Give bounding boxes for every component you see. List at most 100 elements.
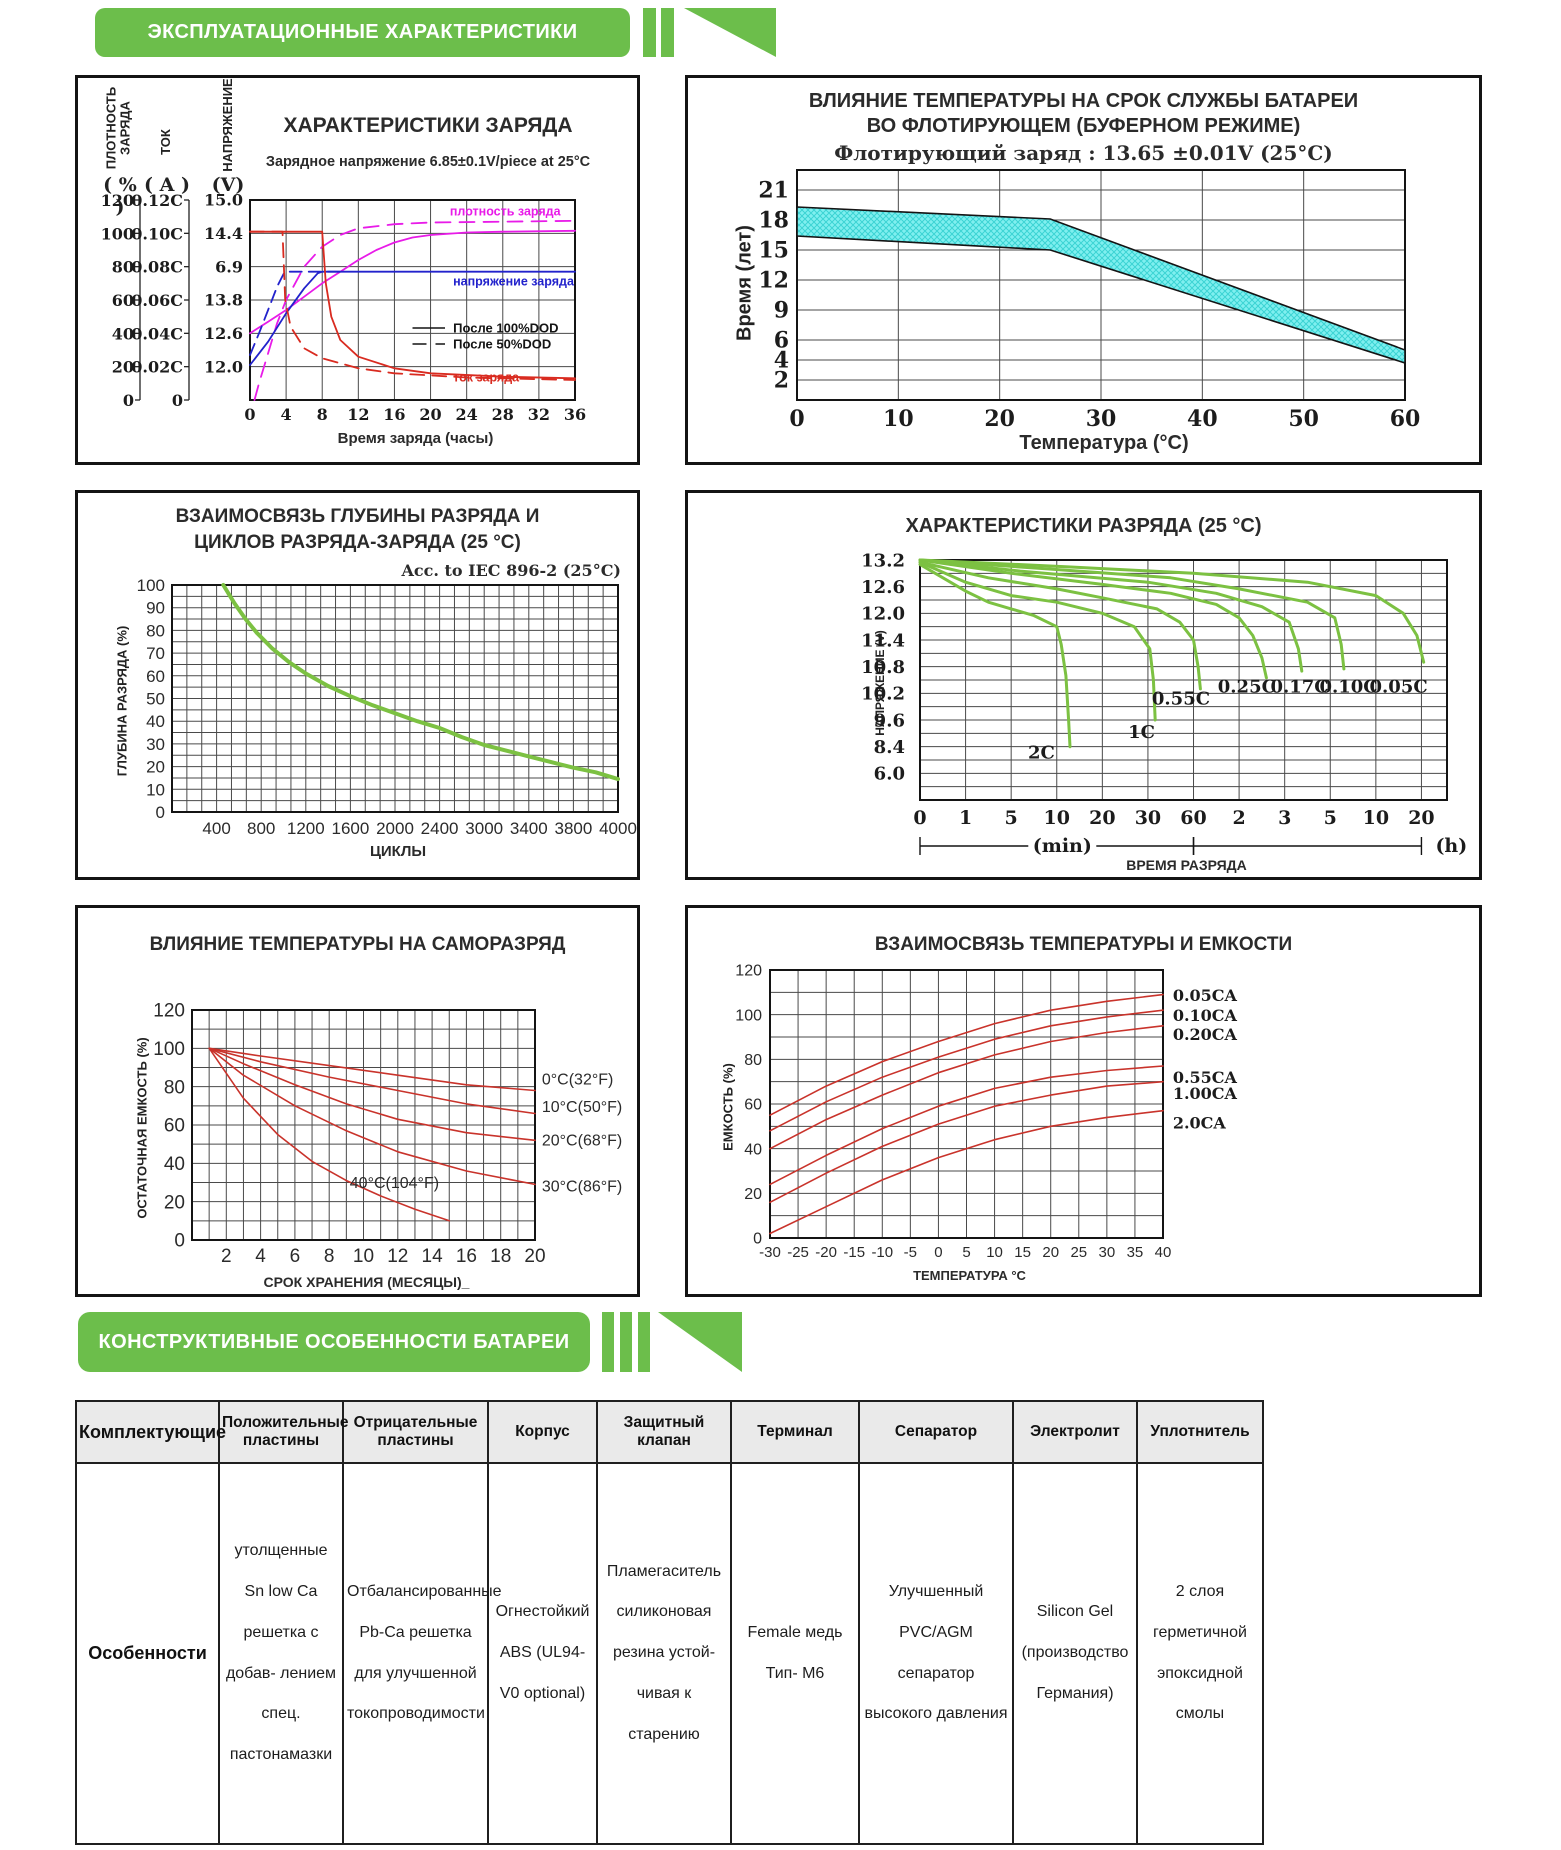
x-tick-label: 60 <box>1390 406 1421 432</box>
x-tick-label: 10 <box>1363 807 1389 829</box>
series-t40 <box>208 1047 451 1222</box>
curve-label: 1.00CA <box>1173 1084 1238 1103</box>
y-tick-label: 9 <box>774 298 789 324</box>
chart-subtitle: Флотирующий заряд : 13.65 ±0.01V (25°C) <box>834 141 1333 165</box>
temp_capacity-plot: -30 -25 -20 -15 -10 -5 0 5 10 15 20 25 30 35 40 120 100 8… <box>735 963 1238 1261</box>
y-tick-label: 14.4 <box>204 224 243 243</box>
x-tick-label: 16 <box>456 1246 477 1267</box>
banner-stripe <box>643 8 656 57</box>
extra-axis-tick-label: 100 <box>101 224 134 243</box>
y-tick-label: 8.4 <box>874 737 905 758</box>
curve-label: 0.55C <box>1152 688 1210 709</box>
curve-label: 40°C(104°F) <box>350 1175 439 1192</box>
x-tick-label: 30 <box>1086 406 1117 432</box>
series-current-50dod <box>249 230 576 381</box>
y-tick-label: 40 <box>744 1141 762 1158</box>
table-body-row: Особенности утолщенные Sn low Ca решетка … <box>75 1462 1264 1845</box>
grid <box>191 1009 536 1241</box>
y-tick-label: 120 <box>153 1001 185 1022</box>
y-tick-label: 11.4 <box>861 630 905 651</box>
y-tick-label: 12.0 <box>204 357 243 376</box>
y-tick-label: 70 <box>146 644 165 663</box>
x-tick-label: 4 <box>255 1246 266 1267</box>
x-tick-label: 20 <box>1089 807 1115 829</box>
table-header-row: Комплектующие Положительные пластины Отриц… <box>75 1400 1264 1464</box>
y-tick-label: 12.6 <box>204 324 243 343</box>
grid <box>769 969 1164 1239</box>
x-tick-label: 50 <box>1288 406 1319 432</box>
x-tick-label: 5 <box>1324 807 1337 829</box>
x-tick-label: 2 <box>221 1246 232 1267</box>
x-axis-title: СРОК ХРАНЕНИЯ (МЕСЯЦЫ)_ <box>263 1274 470 1290</box>
x-tick-label: 5 <box>1005 807 1018 829</box>
y-axis-unit-volt: (V) <box>211 174 245 196</box>
extra-axis-tick-label: 0.08C <box>131 258 183 277</box>
x-tick-label: 20 <box>1042 1244 1059 1261</box>
y-tick-label: 80 <box>744 1052 762 1069</box>
x-tick-label: 0 <box>244 405 255 424</box>
extra-axis-tick-label: 60 <box>112 291 134 310</box>
y-tick-label: 90 <box>146 599 165 618</box>
x-tick-label: 0 <box>934 1244 942 1261</box>
extra-axis-tick-label: 0.12C <box>131 191 183 210</box>
table-cell: Улучшенный PVC/AGM сепаратор высокого да… <box>858 1462 1014 1845</box>
plot-border <box>171 584 619 813</box>
x-axis-title: ВРЕМЯ РАЗРЯДА <box>1126 857 1247 873</box>
section-banner-label: ЭКСПЛУАТАЦИОННЫЕ ХАРАКТЕРИСТИКИ <box>147 21 578 43</box>
extra-axis-tick-label: 0.02C <box>131 358 183 377</box>
x-tick-label: 35 <box>1127 1244 1144 1261</box>
y-tick-label: 0 <box>156 803 165 822</box>
table-column-header: Уплотнитель <box>1136 1400 1264 1464</box>
x-tick-label: 12 <box>347 405 369 424</box>
self_discharge-plot: 2 4 6 8 10 12 14 16 18 20 120 100 80 60 40 20 0 0°C(32°F)… <box>153 1001 622 1267</box>
x-tick-label: 4000 <box>599 819 637 838</box>
banner-triangle <box>658 1312 742 1372</box>
y-tick-label: 6 <box>774 328 789 354</box>
x-tick-label: 10 <box>883 406 914 432</box>
chart-subtitle: Зарядное напряжение 6.85±0.1V/piece at 2… <box>265 154 591 170</box>
chart-discharge-characteristics: ХАРАКТЕРИСТИКИ РАЗРЯДА (25 °C) НАПРЯЖЕНИ… <box>685 490 1482 880</box>
x-tick-label: 20 <box>419 405 441 424</box>
y-tick-label: 80 <box>146 621 165 640</box>
table-column-header: Отрицательные пластины <box>342 1400 489 1464</box>
series-voltage-100dod <box>249 270 576 366</box>
y-tick-label: 4 <box>774 348 789 374</box>
chart-title: ХАРАКТЕРИСТИКИ ЗАРЯДА <box>283 114 573 137</box>
curve-label: 0.05C <box>1370 676 1428 697</box>
y-tick-label: 21 <box>758 178 789 204</box>
x-tick-label: 60 <box>1180 807 1206 829</box>
series-t0 <box>208 1047 536 1092</box>
y-tick-label: 80 <box>164 1077 185 1098</box>
y-tick-label: 18 <box>758 208 789 234</box>
extra-axis-tick-label: 0 <box>172 391 183 410</box>
bracket-label: (min) <box>1033 835 1092 857</box>
bracket-label: (h) <box>1435 835 1467 857</box>
x-axis-title: ЦИКЛЫ <box>369 843 427 860</box>
x-tick-label: 10 <box>986 1244 1003 1261</box>
x-tick-label: 2400 <box>421 819 459 838</box>
y-tick-label: 60 <box>744 1097 762 1114</box>
table-column-header: Защитный клапан <box>596 1400 732 1464</box>
chart-title: ВЛИЯНИЕ ТЕМПЕРАТУРЫ НА САМОРАЗРЯД <box>149 934 566 955</box>
series-c017 <box>918 558 1304 673</box>
banner-stripe <box>661 8 674 57</box>
x-tick-label: -25 <box>787 1244 809 1261</box>
x-tick-label: 3000 <box>465 819 503 838</box>
legend-label: После 100%DOD <box>453 321 558 336</box>
x-tick-label: -30 <box>759 1244 781 1261</box>
x-tick-label: -15 <box>843 1244 865 1261</box>
table-cell: утолщенные Sn low Ca решетка с добав- ле… <box>218 1462 344 1845</box>
chart-charge-characteristics: ХАРАКТЕРИСТИКИ ЗАРЯДА Зарядное напряжени… <box>75 75 640 465</box>
curve-label: 0°C(32°F) <box>542 1072 613 1089</box>
curve-label: напряжение заряда <box>453 274 575 288</box>
series-ca005 <box>769 993 1164 1116</box>
table-column-header: Терминал <box>730 1400 860 1464</box>
table-row-header: Особенности <box>75 1462 220 1845</box>
x-tick-label: 10 <box>353 1246 374 1267</box>
series-c055 <box>918 560 1202 691</box>
banner-triangle <box>684 8 776 57</box>
series-density-50dod <box>253 219 576 401</box>
section-banner-operational: ЭКСПЛУАТАЦИОННЫЕ ХАРАКТЕРИСТИКИ <box>95 8 630 57</box>
series-dod-cycles <box>221 583 620 782</box>
x-tick-label: 5 <box>962 1244 970 1261</box>
